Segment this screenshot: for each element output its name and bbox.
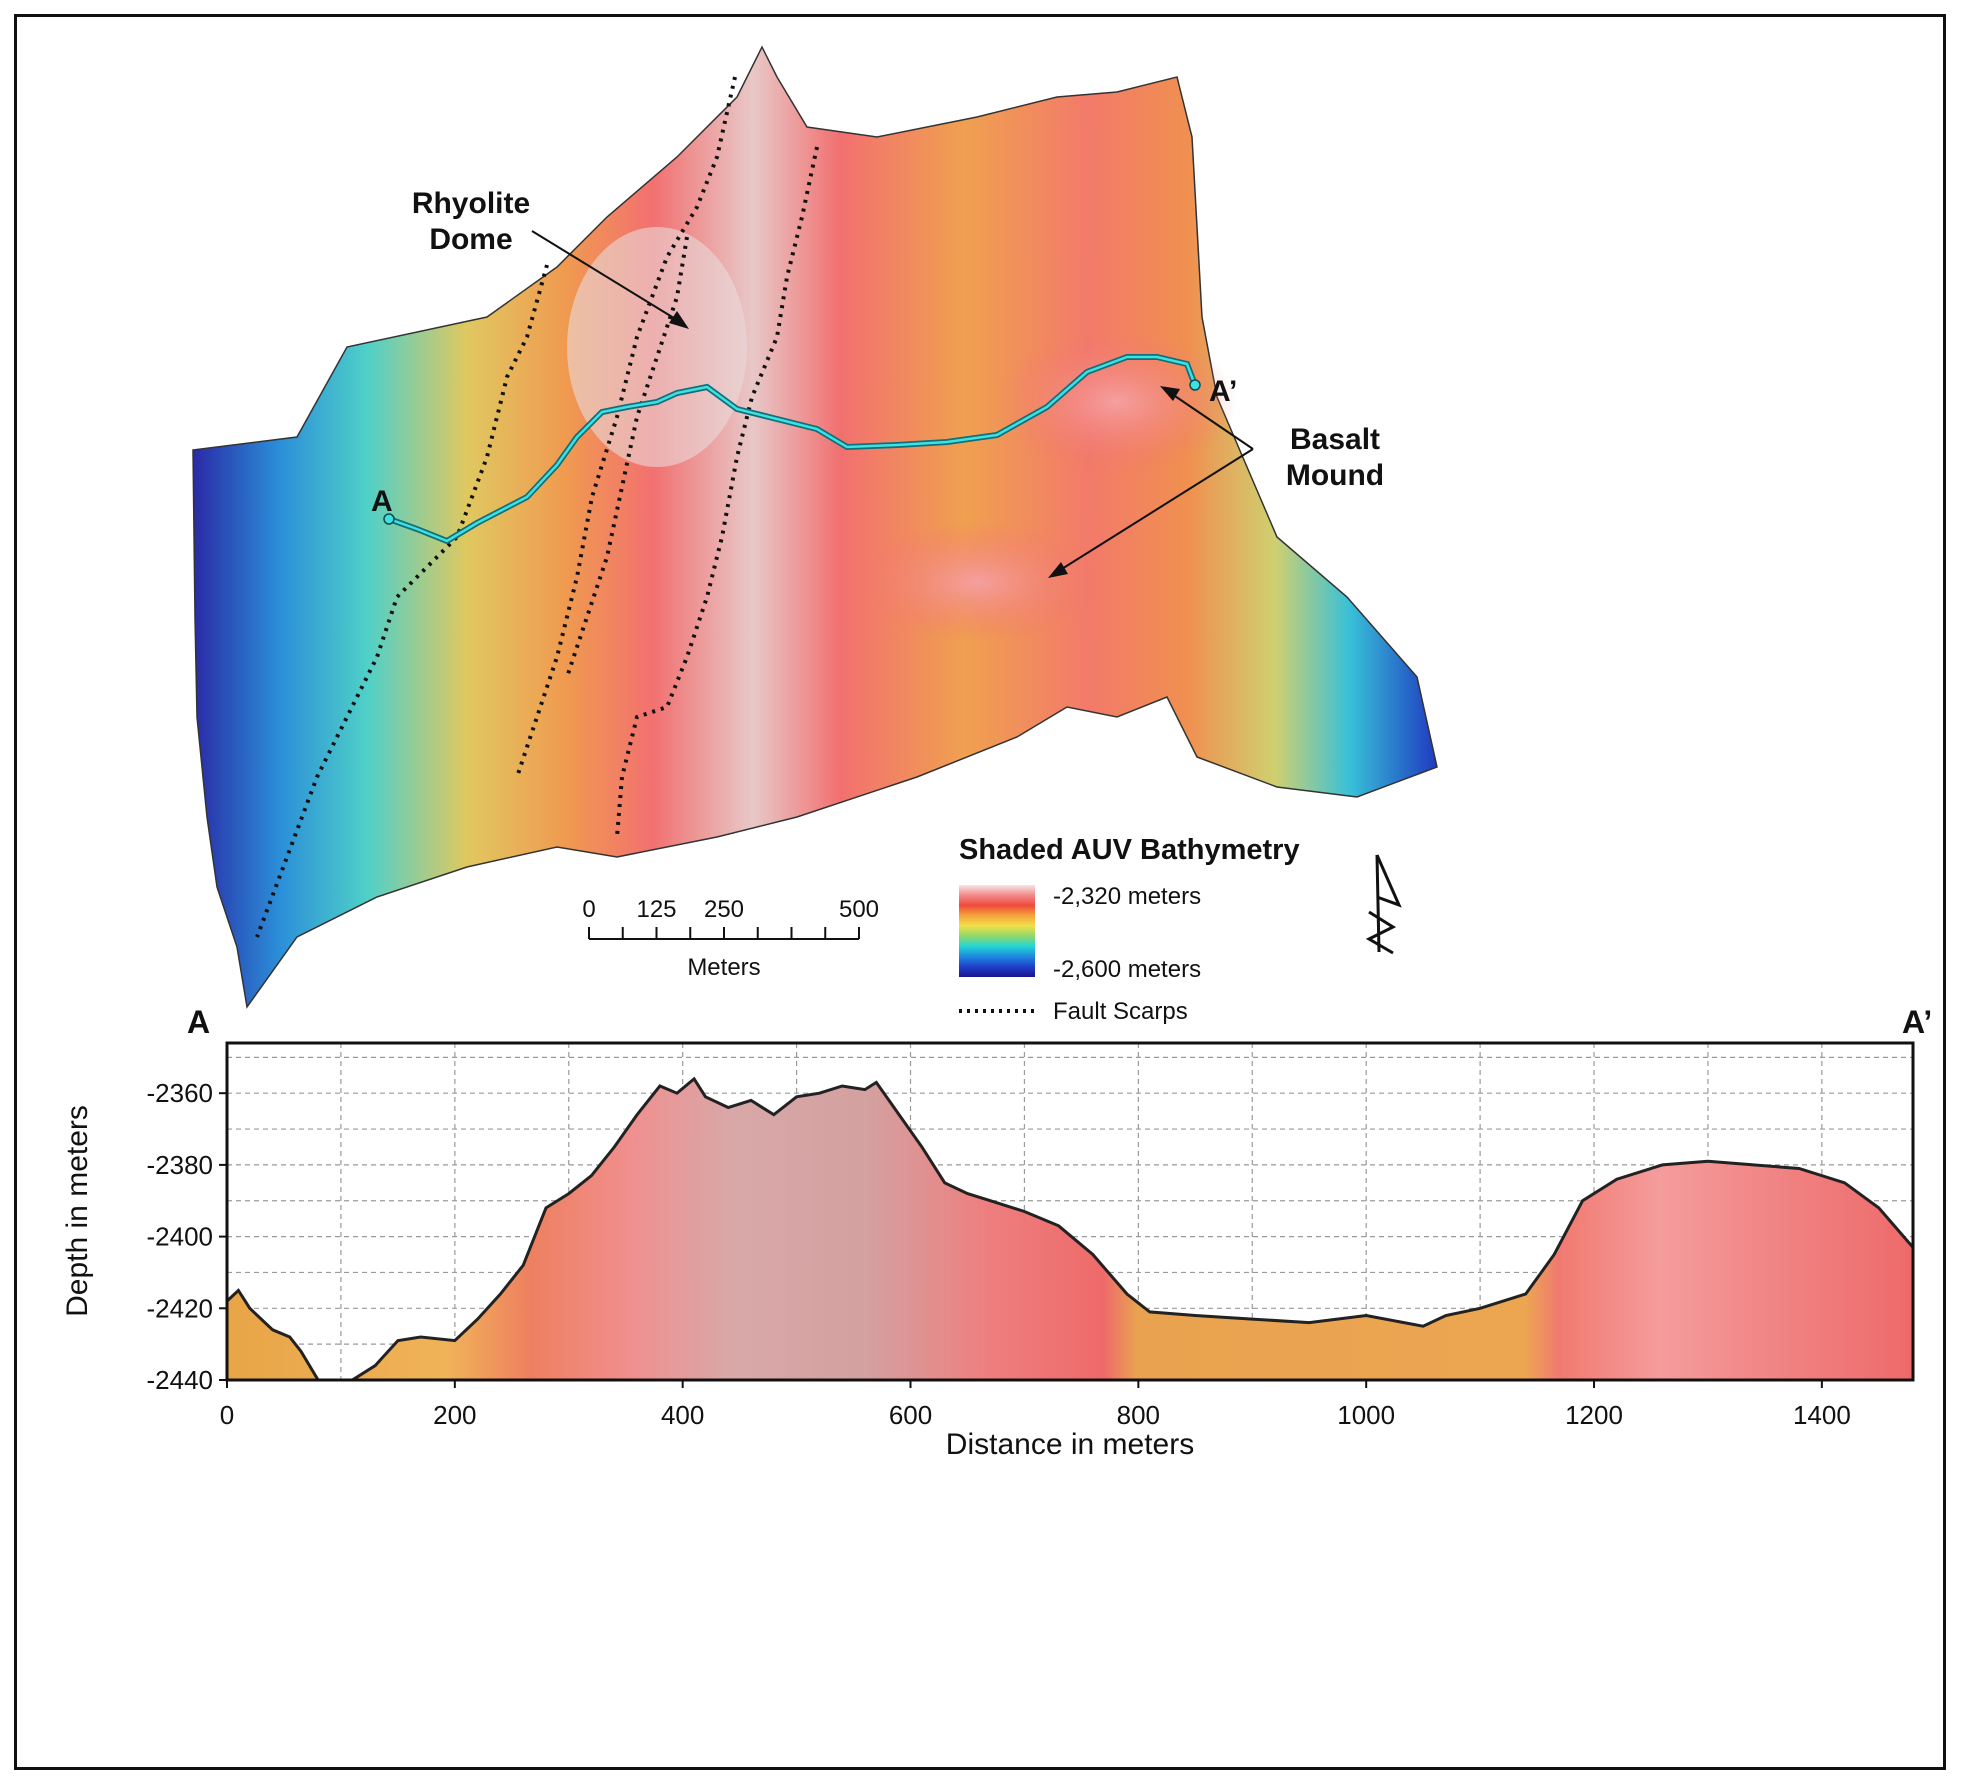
point-a-prime-label: A’ <box>1209 375 1237 408</box>
profile-plot-border <box>225 1041 1915 1382</box>
x-tick-label: 600 <box>889 1400 932 1430</box>
basalt-mound-label-line1: Basalt <box>1290 423 1380 456</box>
profile-line <box>227 1076 1913 1380</box>
scale-bar-tick-label: 250 <box>704 896 744 923</box>
legend-color-ramp <box>959 885 1035 977</box>
legend: Shaded AUV Bathymetry -2,320 meters -2,6… <box>959 834 1300 1025</box>
legend-title: Shaded AUV Bathymetry <box>959 834 1300 866</box>
scale-bar-tick-label: 500 <box>839 896 879 923</box>
basalt-mound-arrowhead-1 <box>1160 386 1180 401</box>
figure-frame: A A’ Rhyolite Dome Basalt Mound 0 125 250 5… <box>14 14 1946 1770</box>
x-tick-label: 1000 <box>1337 1400 1395 1430</box>
profile-x-axis-title: Distance in meters <box>946 1428 1194 1461</box>
scale-bar-unit: Meters <box>687 954 760 981</box>
x-tick-label: 200 <box>433 1400 476 1430</box>
profile-label-start: A <box>187 1004 210 1040</box>
scale-bar-ticks <box>588 927 860 939</box>
basalt-mound-arrow-1 <box>1168 391 1254 450</box>
point-a-marker <box>383 513 395 525</box>
basalt-mound-arrow-2 <box>1056 448 1254 573</box>
figure-canvas: A A’ Rhyolite Dome Basalt Mound 0 125 250 5… <box>61 45 1932 1461</box>
y-tick-label: -2380 <box>147 1150 214 1180</box>
basalt-mound-east-shape <box>997 332 1237 472</box>
profile-y-axis-title: Depth in meters <box>61 1105 94 1317</box>
x-tick-label: 0 <box>220 1400 234 1430</box>
north-arrow-icon <box>1365 854 1402 955</box>
scale-bar: 0 125 250 500 Meters <box>582 896 879 981</box>
rhyolite-dome-label-line2: Dome <box>429 223 512 256</box>
legend-top-label: -2,320 meters <box>1053 883 1201 910</box>
x-tick-label: 1400 <box>1793 1400 1851 1430</box>
fault-scarp-2 <box>515 76 737 778</box>
y-tick-label: -2420 <box>147 1293 214 1323</box>
basalt-mound-west-shape <box>857 522 1097 642</box>
legend-fault-label: Fault Scarps <box>1053 998 1188 1025</box>
fault-scarp-3 <box>615 146 819 838</box>
profile-label-end: A’ <box>1902 1004 1932 1040</box>
scale-bar-tick-label: 125 <box>636 896 676 923</box>
point-a-label: A <box>371 485 393 518</box>
basalt-mound-label-line2: Mound <box>1286 459 1384 492</box>
x-tick-label: 1200 <box>1565 1400 1623 1430</box>
rhyolite-dome-arrowhead <box>669 311 689 329</box>
rhyolite-dome-arrow <box>531 230 683 324</box>
profile-chart: A A’ 0 200 400 600 800 1000 1200 1400 -2360 -238… <box>61 1004 1932 1461</box>
point-a-prime-marker <box>1189 379 1201 391</box>
x-tick-label: 400 <box>661 1400 704 1430</box>
scale-bar-tick-label: 0 <box>582 896 595 923</box>
basalt-mound-arrowhead-2 <box>1048 562 1068 578</box>
profile-x-ticks: 0 200 400 600 800 1000 1200 1400 <box>220 1380 1851 1430</box>
profile-area <box>227 1078 1913 1380</box>
legend-bottom-label: -2,600 meters <box>1053 956 1201 983</box>
rhyolite-dome-label-line1: Rhyolite <box>412 187 530 220</box>
y-tick-label: -2400 <box>147 1222 214 1252</box>
fault-scarps <box>255 76 819 938</box>
scale-bar-labels: 0 125 250 500 <box>582 896 879 923</box>
y-tick-label: -2440 <box>147 1365 214 1395</box>
terrain-map: A A’ Rhyolite Dome Basalt Mound <box>192 45 1438 1009</box>
profile-y-ticks: -2360 -2380 -2400 -2420 -2440 <box>147 1078 227 1395</box>
y-tick-label: -2360 <box>147 1078 214 1108</box>
terrain-surface <box>192 45 1438 1009</box>
rhyolite-dome-shape <box>567 227 747 467</box>
x-tick-label: 800 <box>1117 1400 1160 1430</box>
profile-track-highlight <box>388 355 1197 543</box>
